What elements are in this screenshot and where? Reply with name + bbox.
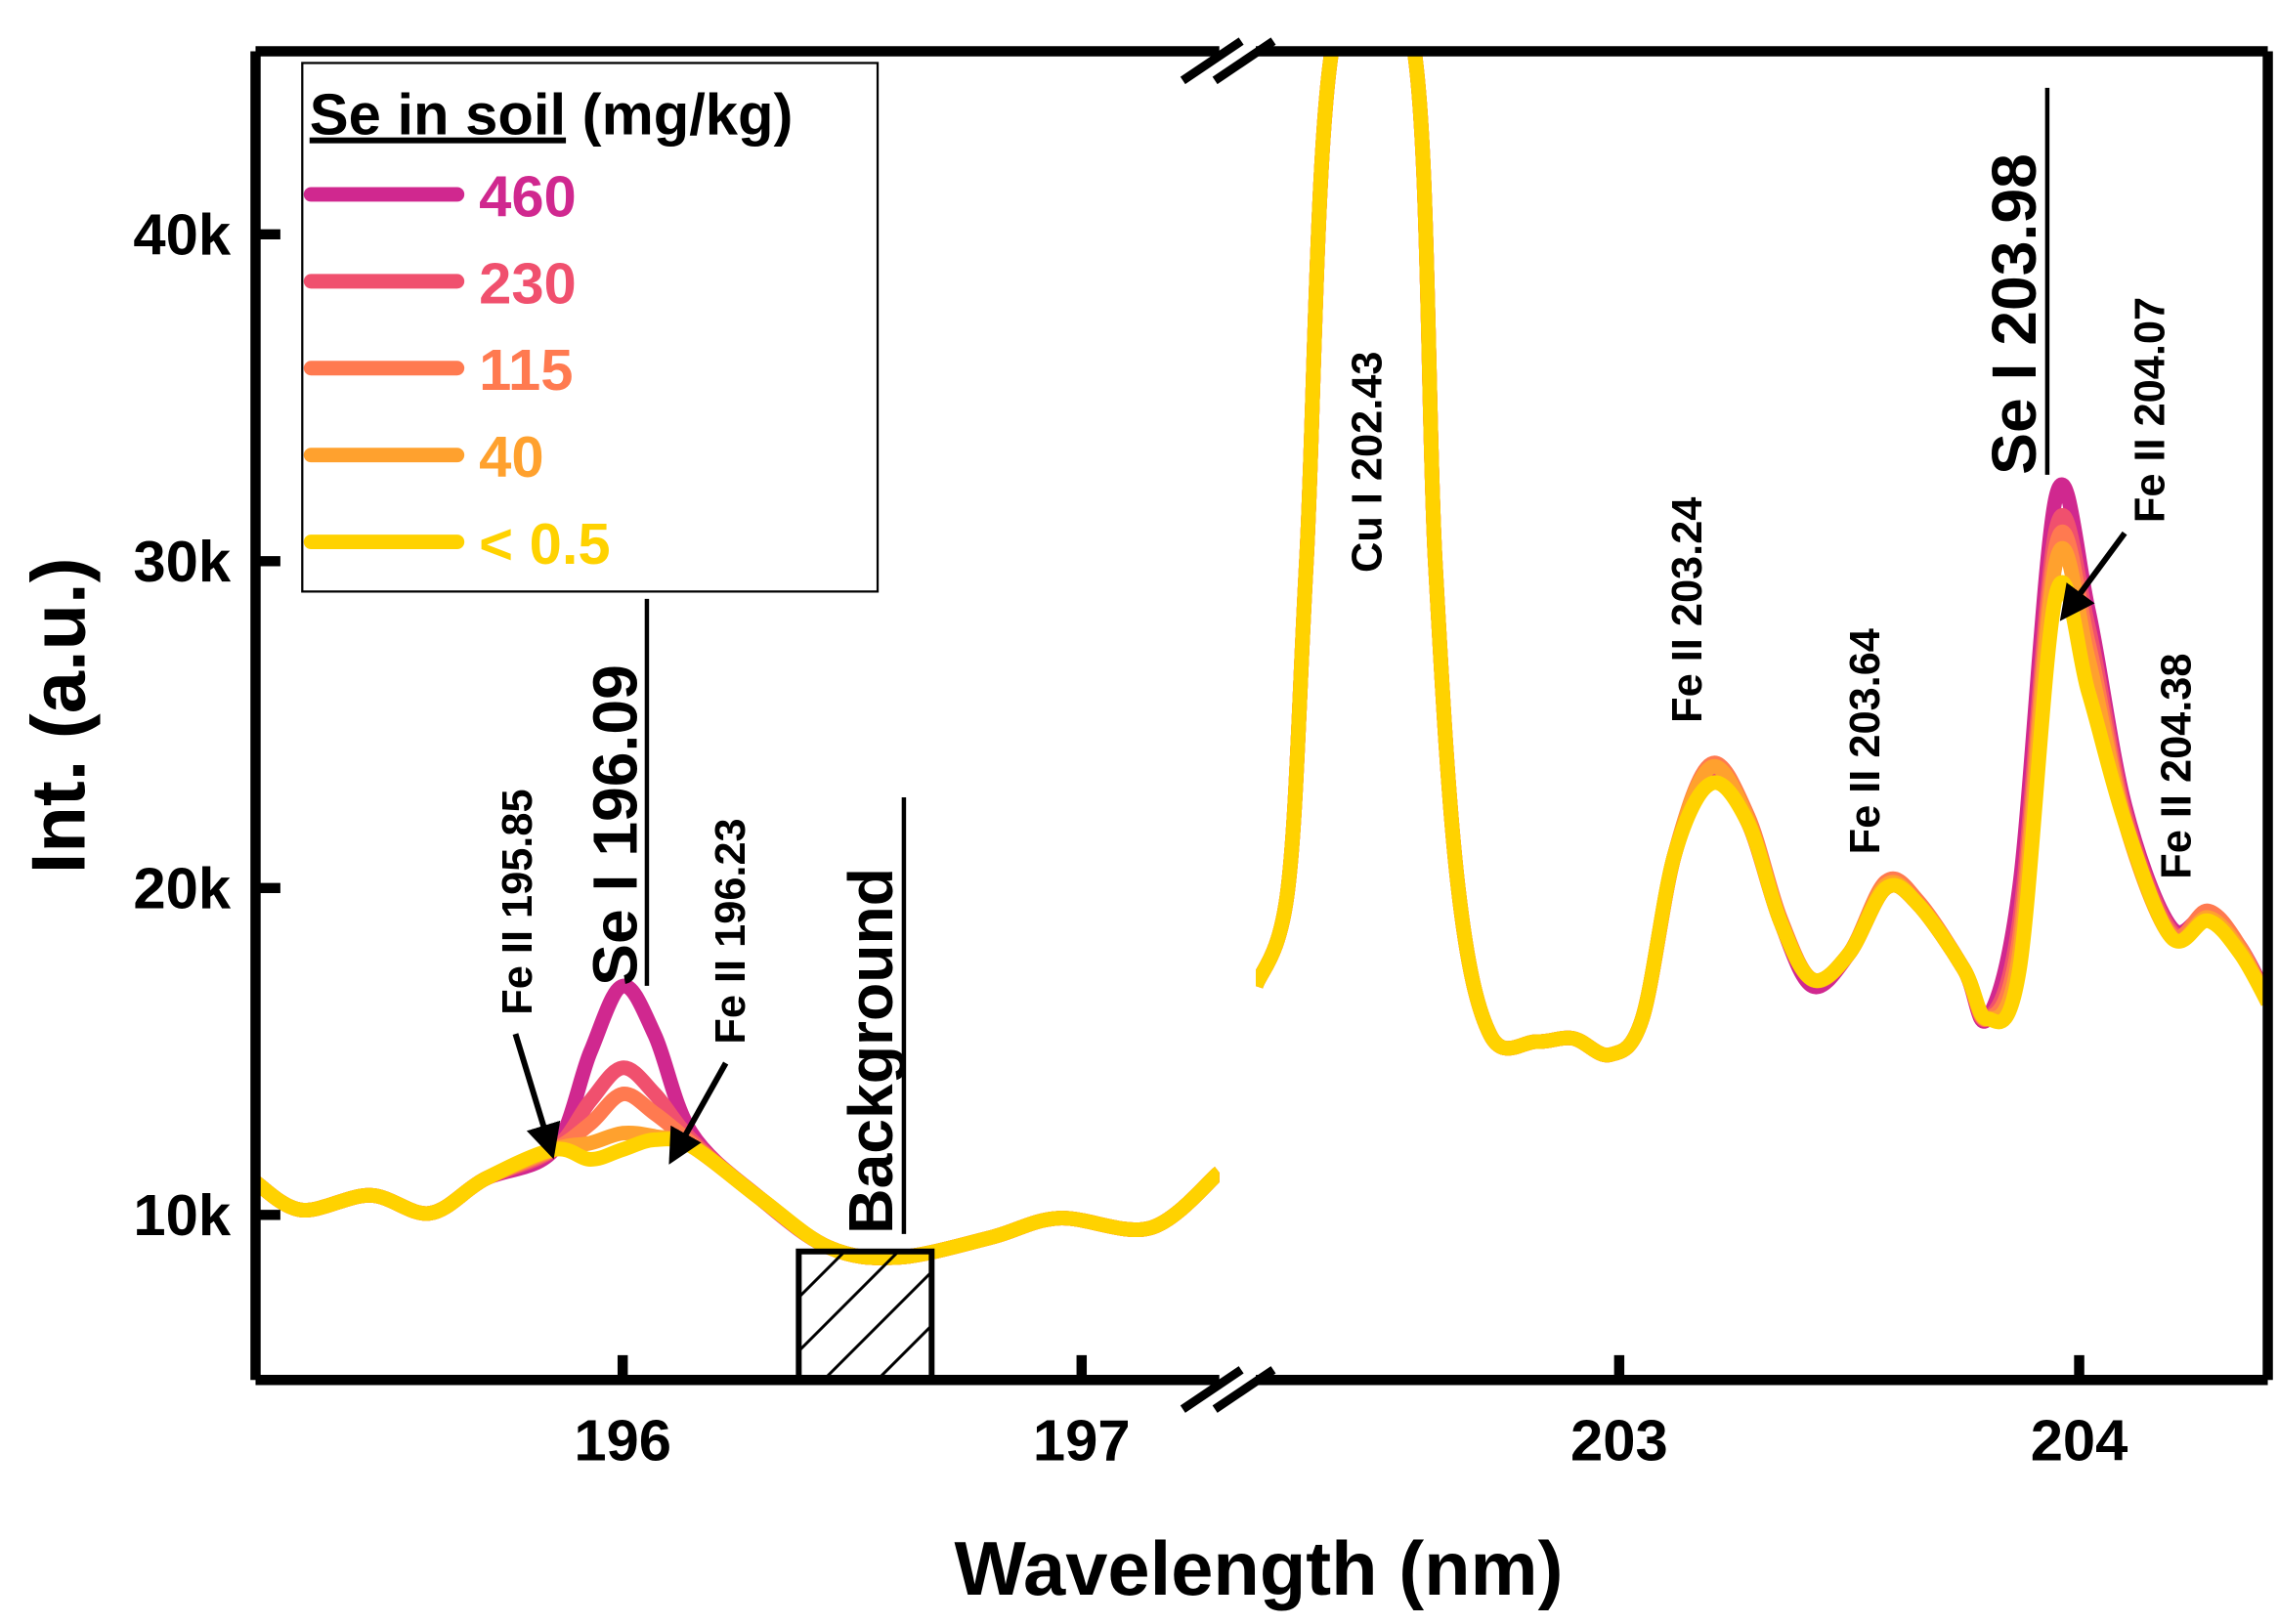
arrow-fe-196-23 [668, 1061, 729, 1165]
annotation-arrows [512, 531, 2128, 1165]
label-background: Background [836, 868, 906, 1234]
arrow-fe-195-85 [512, 1033, 561, 1160]
label-fe-203-64: Fe II 203.64 [1842, 628, 1889, 854]
series-line-460-seg2 [1256, 51, 2268, 1063]
legend-title-underlined: Se in soil [310, 82, 566, 148]
label-fe-204-38: Fe II 204.38 [2153, 653, 2200, 878]
background-region [795, 1248, 935, 1384]
axis-break-marks [1180, 37, 1276, 1413]
label-fe-204-07: Fe II 204.07 [2127, 297, 2173, 523]
series-line-40-seg2 [1256, 51, 2268, 1063]
legend-title-units: (mg/kg) [566, 82, 793, 148]
legend: Se in soil (mg/kg) 460 230 115 40 < 0.5 [301, 62, 880, 593]
x-tick-label: 204 [2031, 1407, 2128, 1473]
label-fe-195-85: Fe II 195.85 [494, 789, 541, 1014]
x-tick-label: 203 [1570, 1407, 1668, 1473]
legend-label: < 0.5 [479, 511, 611, 577]
series-line-230-seg1 [255, 1060, 1220, 1265]
x-tick-label: 196 [574, 1407, 671, 1473]
arrow-fe-204-07 [2059, 531, 2128, 621]
y-tick-label: 40k [133, 202, 231, 268]
legend-label: 230 [479, 250, 577, 316]
label-cu-202-43: Cu I 202.43 [1345, 352, 1392, 573]
label-fe-203-24: Fe II 203.24 [1664, 497, 1711, 723]
label-fe-196-23: Fe II 196.23 [708, 818, 754, 1044]
x-tick-label: 197 [1033, 1407, 1131, 1473]
series-line-115-seg2 [1256, 51, 2268, 1063]
series-line-05-seg1 [255, 1132, 1220, 1265]
y-axis-title: Int. (a.u.) [18, 558, 102, 875]
y-tick-label: 20k [133, 856, 231, 921]
label-se-203-98: Se I 203.98 [1979, 153, 2049, 475]
svg-text:Se in soil (mg/kg): Se in soil (mg/kg) [310, 82, 794, 148]
legend-label: 460 [479, 163, 577, 229]
series-line-230-seg2 [1256, 51, 2268, 1063]
series-line-40-seg1 [255, 1125, 1220, 1265]
y-tick-label: 10k [133, 1182, 231, 1248]
series-line-05-seg2 [1256, 51, 2268, 1063]
y-tick-label: 30k [133, 529, 231, 594]
x-axis-title: Wavelength (nm) [955, 1527, 1564, 1611]
plot-frame [250, 46, 2273, 1386]
legend-label: 115 [479, 337, 573, 403]
legend-label: 40 [479, 424, 543, 490]
label-se-196-09: Se I 196.09 [580, 664, 650, 986]
